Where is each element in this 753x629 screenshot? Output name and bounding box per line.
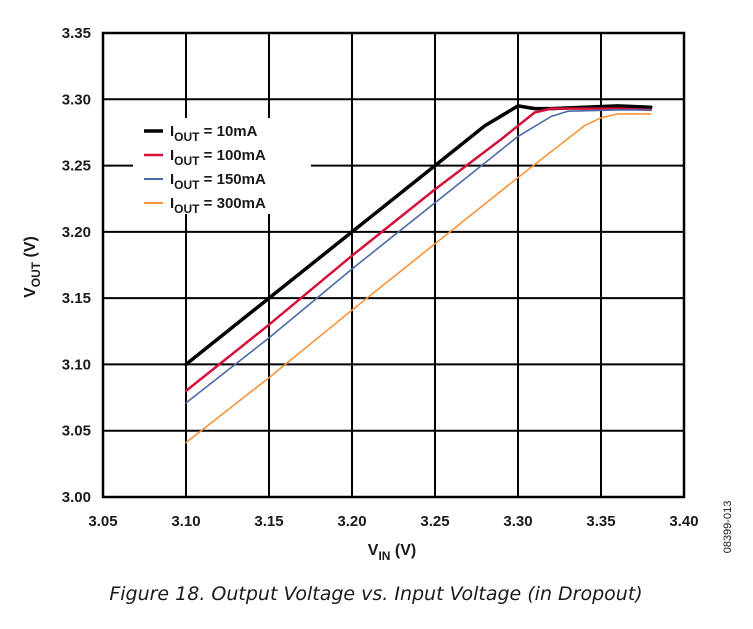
legend-label-3: IOUT = 150mA [170, 171, 266, 192]
legend-label-1: IOUT = 10mA [170, 123, 258, 144]
series-line-4 [185, 113, 652, 444]
plot-frame [101, 31, 686, 499]
legend: IOUT = 10mA IOUT = 100mA IOUT = 150mA IOUT … [144, 123, 266, 216]
x-tick-label: 3.30 [503, 513, 532, 530]
y-axis-title: VOUT (V) [22, 236, 43, 298]
series-line-3 [185, 109, 652, 404]
y-tick-labels: 3.00 3.05 3.10 3.15 3.20 3.25 3.30 3.35 [62, 25, 91, 506]
x-tick-labels: 3.05 3.10 3.15 3.20 3.25 3.30 3.35 3.40 [88, 513, 698, 530]
y-axis-title-unit: (V) [22, 236, 39, 262]
y-tick-label: 3.35 [62, 25, 91, 42]
y-tick-label: 3.05 [62, 423, 91, 440]
x-tick-label: 3.15 [254, 513, 283, 530]
y-axis-title-main: V [22, 287, 39, 298]
x-axis-title: VIN (V) [368, 542, 416, 563]
legend-label-2: IOUT = 100mA [170, 147, 266, 168]
figure-code: 08399-013 [722, 501, 734, 554]
x-axis-title-sub: IN [378, 549, 390, 563]
x-tick-label: 3.05 [88, 513, 117, 530]
grid [103, 33, 684, 497]
y-tick-label: 3.00 [62, 489, 91, 506]
x-tick-label: 3.35 [586, 513, 615, 530]
x-tick-label: 3.25 [420, 513, 449, 530]
series-line-1 [184, 104, 653, 367]
x-tick-label: 3.10 [171, 513, 200, 530]
x-tick-label: 3.40 [669, 513, 698, 530]
y-tick-label: 3.15 [62, 290, 91, 307]
x-tick-label: 3.20 [337, 513, 366, 530]
series-line-2 [184, 107, 653, 393]
x-axis-title-unit: (V) [390, 542, 416, 559]
legend-label-4: IOUT = 300mA [170, 195, 266, 216]
y-tick-label: 3.30 [62, 91, 91, 108]
y-tick-label: 3.25 [62, 158, 91, 175]
x-axis-title-main: V [368, 542, 379, 559]
series-layer [184, 104, 653, 444]
y-tick-label: 3.20 [62, 224, 91, 241]
y-tick-label: 3.10 [62, 356, 91, 373]
y-axis-title-sub: OUT [29, 261, 43, 287]
legend-background [133, 118, 311, 214]
figure-caption: Figure 18. Output Voltage vs. Input Volt… [109, 583, 642, 605]
